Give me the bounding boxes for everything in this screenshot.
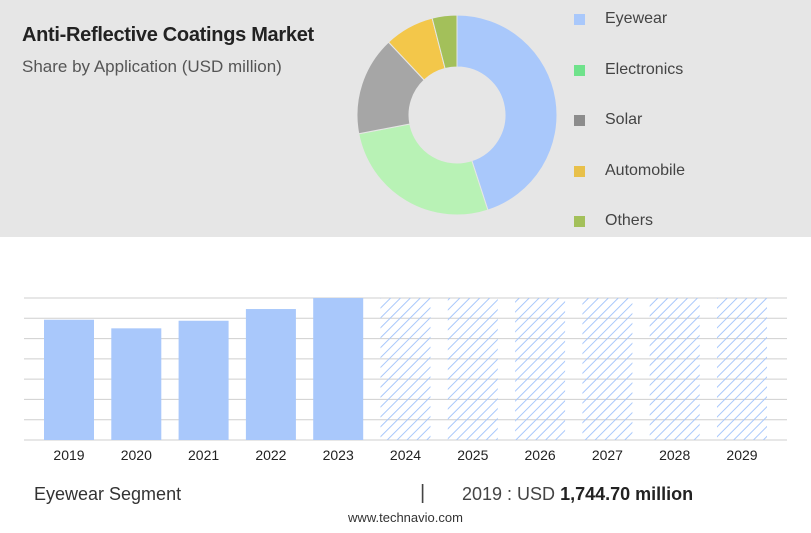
bar-2023 [313,298,364,440]
legend-swatch [574,64,585,76]
forecast-bar-2024 [380,298,431,440]
chart-title: Anti-Reflective Coatings Market [22,24,314,46]
footer-separator: | [420,482,426,504]
forecast-bar-2029 [717,298,767,440]
bar-2021 [178,320,229,440]
segment-stat: 2019 : USD 1,744.70 million [462,484,693,505]
legend-swatch [574,114,585,126]
legend-swatch [574,13,585,25]
legend-label: Others [605,212,654,229]
x-tick-label: 2021 [188,447,219,463]
donut-chart [356,14,558,216]
x-tick-label: 2023 [323,447,354,463]
legend-item-electronics: Electronics [574,58,683,82]
pie-legend: Eyewear Electronics Solar Automobile Others [574,0,804,237]
x-tick-label: 2022 [255,447,286,463]
pie-slice-electronics [358,123,489,216]
legend-label: Eyewear [605,10,668,27]
bar-2022 [245,309,296,440]
x-tick-label: 2020 [121,447,152,463]
legend-item-others: Others [574,209,653,233]
source-link[interactable]: www.technavio.com [348,510,463,525]
x-tick-label: 2027 [592,447,623,463]
legend-item-eyewear: Eyewear [574,7,667,31]
legend-label: Automobile [605,162,686,179]
x-tick-label: 2024 [390,447,421,463]
chart-subtitle: Share by Application (USD million) [22,57,282,76]
bar-chart: 2019 2020 2021 2022 2023 2024 2025 2026 2027 2028… [24,297,787,463]
forecast-bar-2028 [649,298,700,440]
bar-2020 [111,328,162,440]
pie-slice-others [431,14,458,70]
x-tick-label: 2019 [53,447,84,463]
legend-label: Solar [605,111,643,128]
bar-2019 [44,319,94,440]
legend-label: Electronics [605,61,684,78]
legend-item-solar: Solar [574,108,642,132]
legend-item-automobile: Automobile [574,159,685,183]
segment-stat-prefix: 2019 : USD [462,484,556,504]
x-tick-label: 2028 [659,447,690,463]
x-tick-label: 2026 [525,447,556,463]
forecast-bar-2027 [582,298,633,440]
forecast-bar-2025 [447,298,498,440]
pie-slice-eyewear [456,14,558,211]
segment-label: Eyewear Segment [34,484,182,504]
x-tick-label: 2025 [457,447,488,463]
x-tick-label: 2029 [726,447,757,463]
legend-swatch [574,215,585,227]
forecast-bar-2026 [515,298,566,440]
segment-stat-value: 1,744.70 million [560,484,694,504]
legend-swatch [574,165,585,177]
